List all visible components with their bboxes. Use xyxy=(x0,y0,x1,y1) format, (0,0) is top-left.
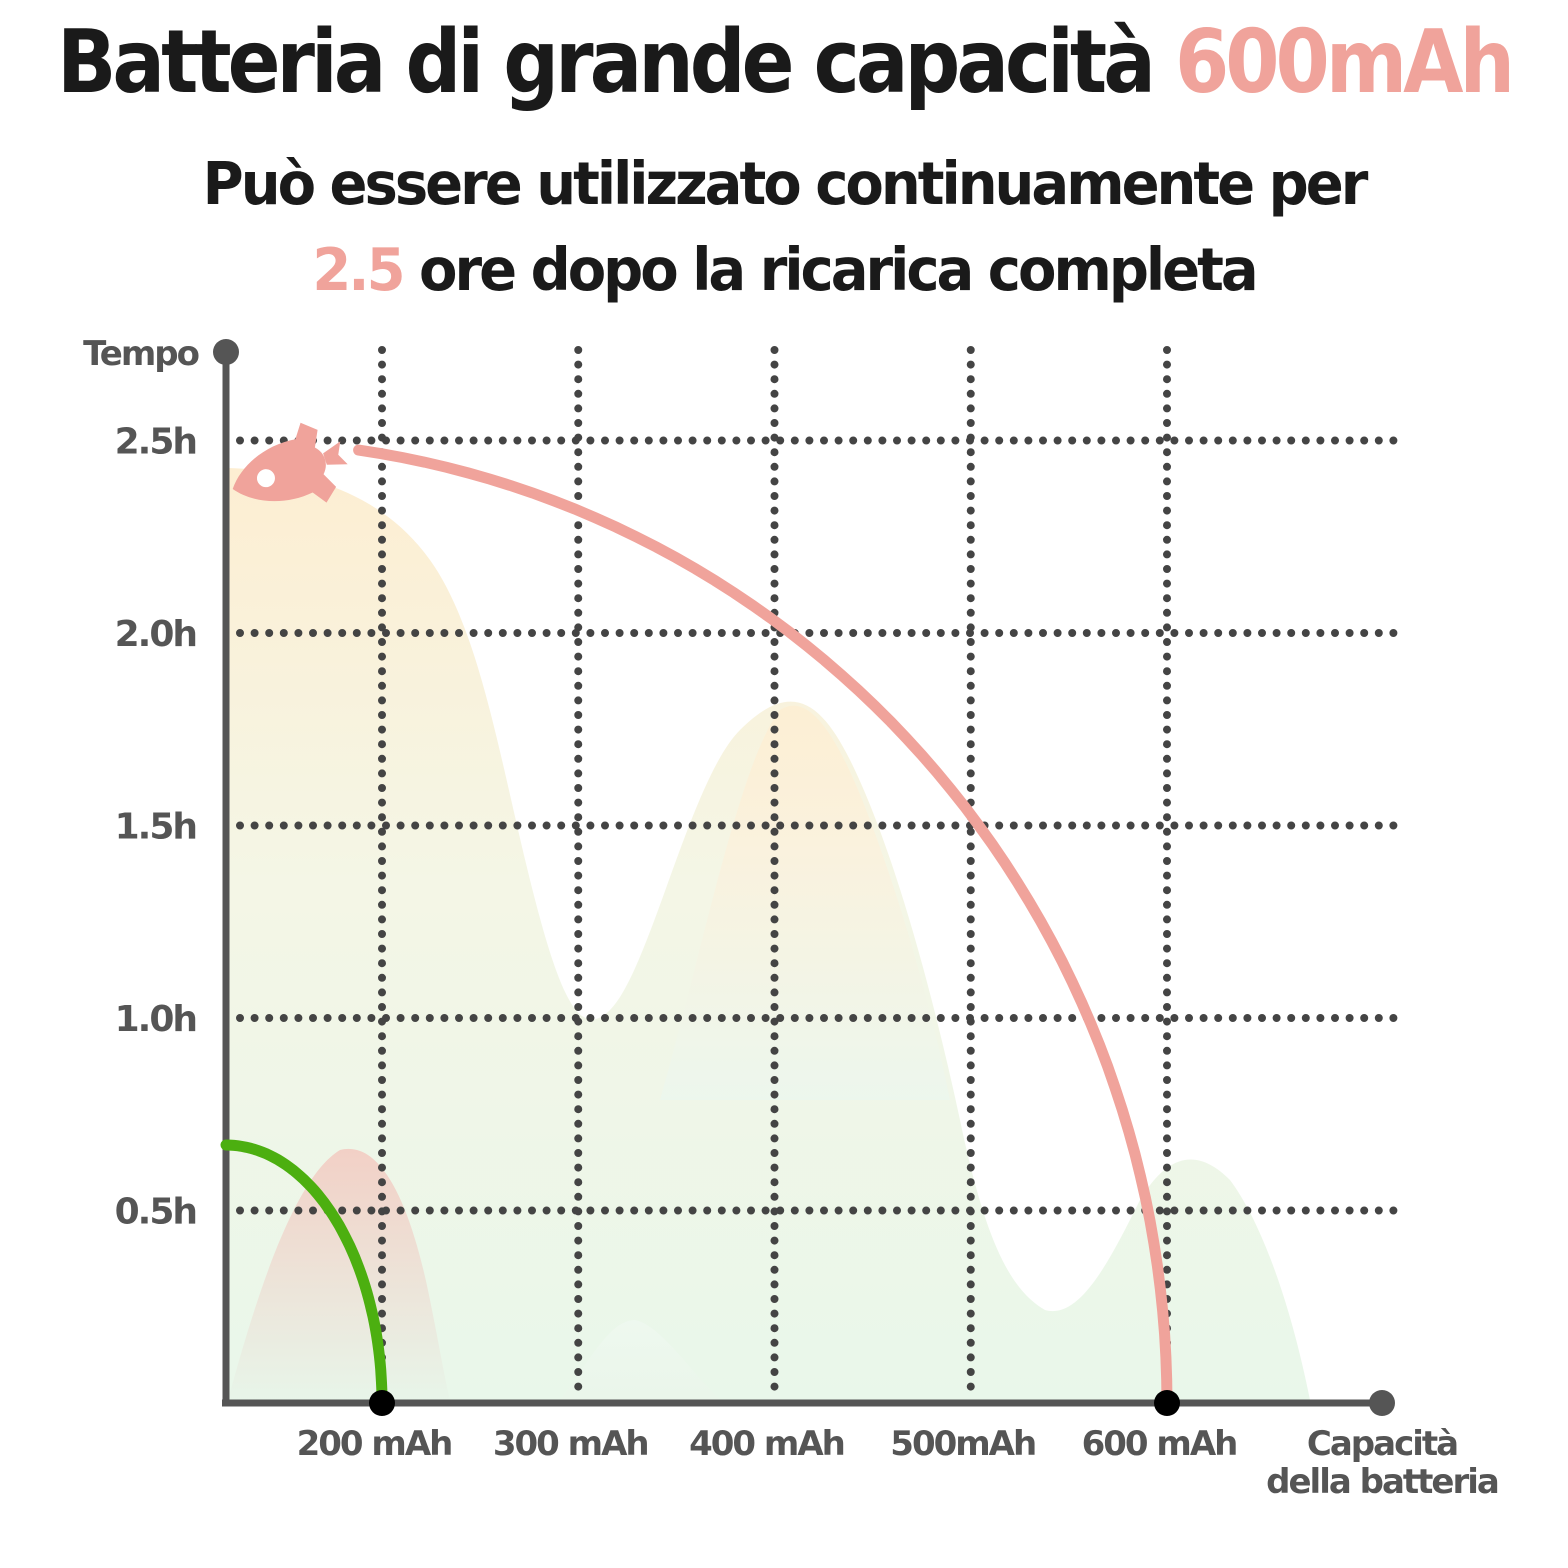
wave-small xyxy=(560,1320,720,1400)
y-tick-label: 2.5h xyxy=(115,422,196,463)
wave-pink xyxy=(228,1148,450,1400)
series-curves xyxy=(220,444,1180,1416)
series-end-point xyxy=(369,1390,395,1416)
y-tick-label: 1.0h xyxy=(115,999,196,1040)
title-accent: 600mAh xyxy=(1175,12,1515,114)
x-axis-label-line1: Capacità xyxy=(1307,1424,1457,1464)
y-axis-end-dot xyxy=(213,339,239,365)
series-curve xyxy=(353,444,1173,1409)
subtitle-line1: Può essere utilizzato continuamente per xyxy=(202,150,1369,219)
chart-title: Batteria di grande capacità 600mAh xyxy=(0,13,1568,114)
y-tick-label: 0.5h xyxy=(115,1192,196,1233)
chart-subtitle: Può essere utilizzato continuamente per … xyxy=(0,142,1568,314)
x-tick-label: 600 mAh xyxy=(1082,1424,1237,1464)
x-tick-label: 400 mAh xyxy=(689,1424,844,1464)
x-axis-end-dot xyxy=(1369,1390,1395,1416)
subtitle-line2-wrap: 2.5 ore dopo la ricarica completa xyxy=(0,228,1568,314)
y-tick-label: 1.5h xyxy=(115,807,196,848)
y-tick-labels: 0.5h 1.0h 1.5h 2.0h 2.5h xyxy=(115,422,198,1233)
x-tick-labels: 200 mAh 300 mAh 400 mAh 500mAh 600 mAh xyxy=(297,1424,1239,1464)
x-axis-label-line2: della batteria xyxy=(1266,1462,1498,1502)
y-axis-label: Tempo xyxy=(83,334,199,374)
rocket-icon xyxy=(232,422,348,503)
x-tick-label: 300 mAh xyxy=(493,1424,648,1464)
x-tick-label: 200 mAh xyxy=(297,1424,452,1464)
grid xyxy=(236,346,1409,1394)
series-end-point xyxy=(1154,1390,1180,1416)
axes xyxy=(213,339,1395,1416)
title-main: Batteria di grande capacità xyxy=(56,12,1156,114)
subtitle-line2: ore dopo la ricarica completa xyxy=(419,236,1259,305)
x-tick-label: 500mAh xyxy=(890,1424,1035,1464)
subtitle-accent: 2.5 xyxy=(312,236,405,305)
y-tick-label: 2.0h xyxy=(115,614,196,655)
wave-mid xyxy=(660,705,950,1100)
series-curve xyxy=(220,1139,388,1409)
background-waves xyxy=(228,468,1310,1400)
